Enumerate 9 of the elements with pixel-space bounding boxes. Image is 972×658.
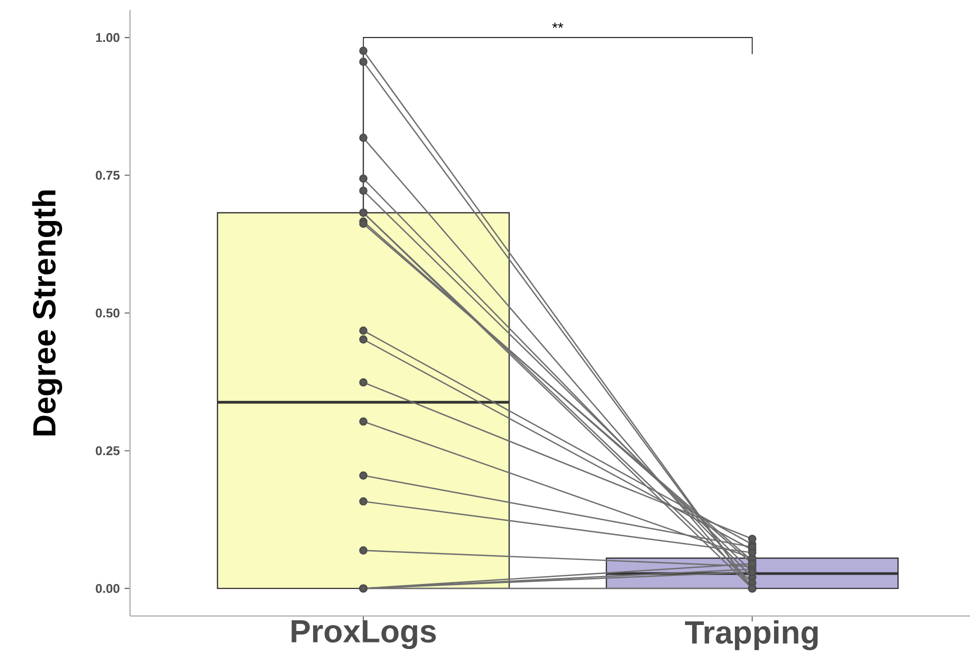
y-tick-label: 0.00 <box>96 584 120 593</box>
x-tick-label: ProxLogs <box>292 620 436 650</box>
annotation: ** <box>552 22 564 28</box>
y-tick-label: 0.75 <box>96 170 120 180</box>
y-tick-label: 0.50 <box>96 308 120 318</box>
x-tick-label: Trapping <box>685 620 818 650</box>
y-tick-label: 0.25 <box>96 446 120 456</box>
y-axis-title: Degree Strength <box>32 190 62 436</box>
y-tick-label: 1.00 <box>96 33 120 42</box>
